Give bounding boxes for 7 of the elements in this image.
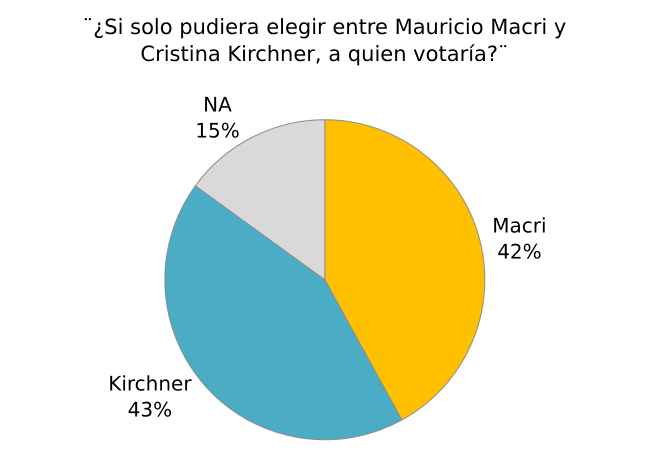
data-label: 43%	[128, 398, 172, 422]
data-label: 15%	[195, 118, 240, 142]
data-label: 42%	[497, 239, 542, 264]
chart-title: ¨¿Si solo pudiera elegir entre Mauricio Macri y Cristina Kirchner, a quien votaría?¨	[82, 14, 566, 66]
slice-label: NA	[203, 92, 232, 116]
slice-label: Kirchner	[108, 372, 192, 396]
slice-label: Macri	[492, 213, 547, 238]
